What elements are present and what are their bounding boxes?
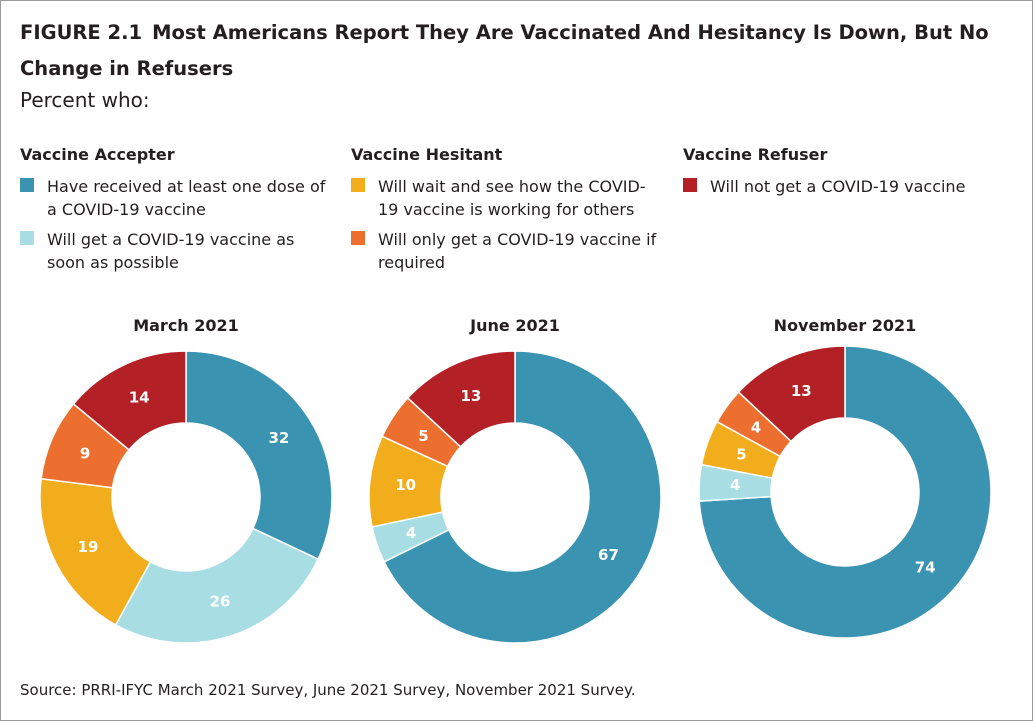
data-label-june-2021-4: 13	[460, 387, 481, 405]
data-label-june-2021-3: 5	[418, 427, 428, 445]
legend-item: Will not get a COVID-19 vaccine	[683, 175, 990, 198]
data-label-march-2021-1: 26	[210, 593, 231, 611]
legend-label: Will only get a COVID-19 vaccine if requ…	[378, 230, 657, 272]
legend-swatch	[20, 231, 34, 245]
slice-march-2021-4	[72, 350, 187, 451]
legend-group-title: Vaccine Refuser	[683, 145, 828, 164]
data-label-june-2021-2: 10	[395, 476, 416, 494]
chart-title-november: November 2021	[773, 316, 917, 335]
data-label-june-2021-1: 4	[406, 524, 416, 542]
figure-label: FIGURE 2.1	[20, 21, 143, 44]
legend-label: Will not get a COVID-19 vaccine	[710, 177, 966, 196]
legend-swatch	[351, 231, 365, 245]
title-block: FIGURE 2.1 Most Americans Report They Are…	[20, 15, 1010, 87]
source-note: Source: PRRI-IFYC March 2021 Survey, Jun…	[20, 681, 636, 699]
figure-title-text: Most Americans Report They Are Vaccinate…	[20, 21, 989, 80]
legend-group-hesitant: Vaccine Hesitant Will wait and see how t…	[351, 145, 658, 281]
legend-item: Will wait and see how the COVID-19 vacci…	[351, 175, 658, 221]
chart-title-march: March 2021	[133, 316, 239, 335]
slice-november-2021-0	[698, 345, 992, 639]
figure-subtitle: Percent who:	[20, 88, 150, 112]
data-label-november-2021-3: 4	[751, 418, 761, 436]
chart-title-june: June 2021	[470, 316, 560, 335]
legend-label: Will get a COVID-19 vaccine as soon as p…	[47, 230, 295, 272]
data-label-november-2021-0: 74	[915, 558, 936, 576]
legend-label: Will wait and see how the COVID-19 vacci…	[378, 177, 646, 219]
slice-june-2021-0	[383, 350, 662, 644]
slice-june-2021-4	[406, 350, 516, 448]
legend-group-accepter: Vaccine Accepter Have received at least …	[20, 145, 327, 281]
legend-swatch	[683, 178, 697, 192]
data-label-november-2021-2: 5	[736, 446, 746, 464]
slice-march-2021-2	[39, 477, 152, 626]
legend-item: Have received at least one dose of a COV…	[20, 175, 327, 221]
legend-group-title: Vaccine Accepter	[20, 145, 175, 164]
legend-label: Have received at least one dose of a COV…	[47, 177, 326, 219]
legend-swatch	[20, 178, 34, 192]
data-label-march-2021-0: 32	[268, 429, 289, 447]
figure-title: FIGURE 2.1 Most Americans Report They Are…	[20, 15, 1010, 87]
data-label-march-2021-3: 9	[80, 444, 90, 462]
data-label-november-2021-4: 13	[791, 382, 812, 400]
slice-november-2021-4	[737, 345, 846, 443]
data-label-november-2021-1: 4	[730, 476, 740, 494]
slice-march-2021-0	[185, 350, 333, 561]
legend-item: Will only get a COVID-19 vaccine if requ…	[351, 228, 658, 274]
legend-item: Will get a COVID-19 vaccine as soon as p…	[20, 228, 327, 274]
data-label-june-2021-0: 67	[598, 546, 619, 564]
data-label-march-2021-2: 19	[78, 538, 99, 556]
legend-group-title: Vaccine Hesitant	[351, 145, 503, 164]
legend-swatch	[351, 178, 365, 192]
legend-group-refuser: Vaccine Refuser Will not get a COVID-19 …	[683, 145, 990, 205]
slice-march-2021-1	[114, 527, 320, 644]
data-label-march-2021-4: 14	[129, 388, 150, 406]
